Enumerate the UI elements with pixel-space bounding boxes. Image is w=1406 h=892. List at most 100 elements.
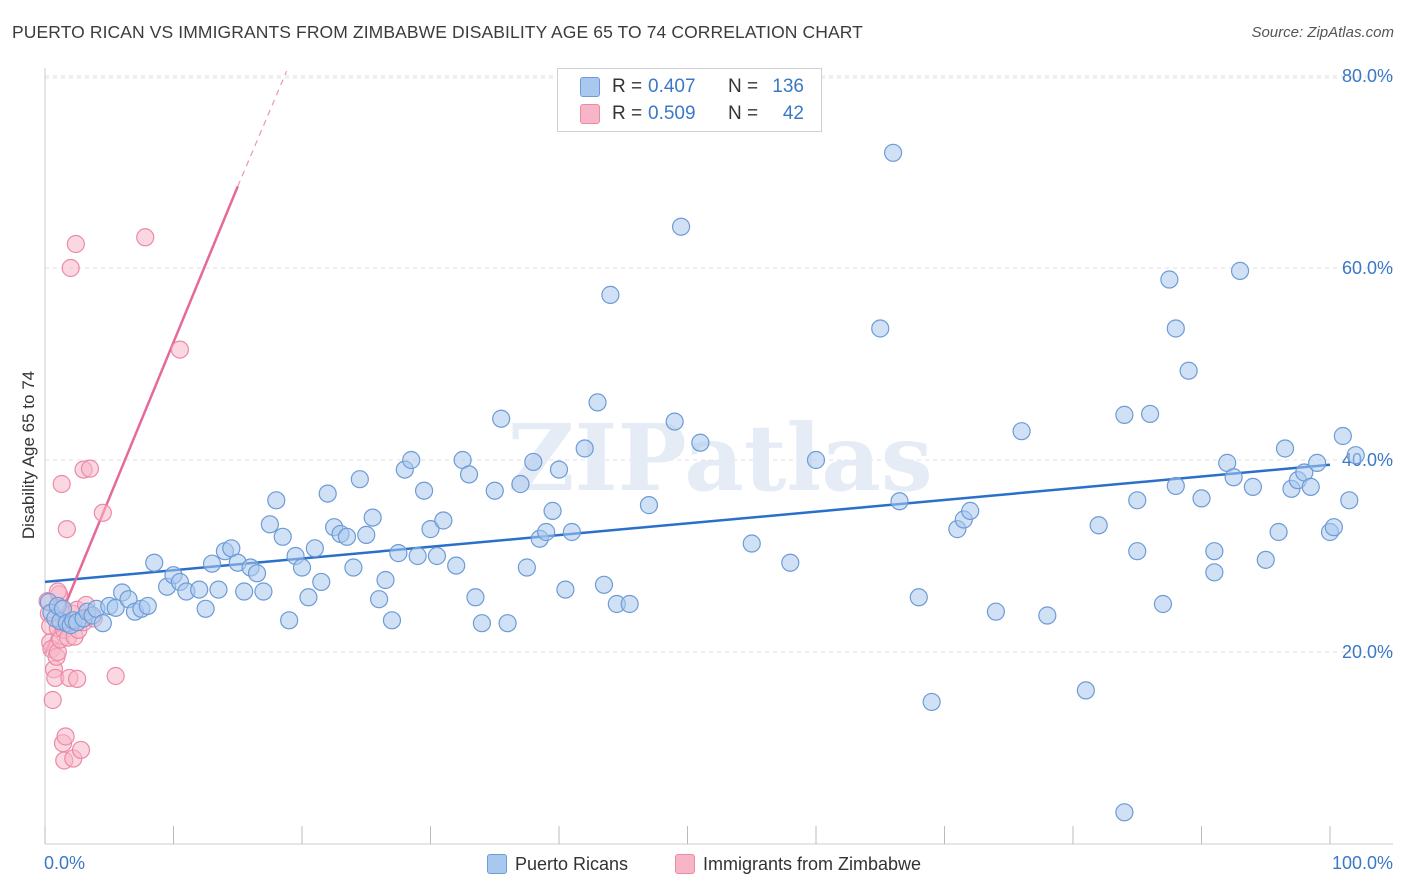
puerto-rican-point [414,481,434,500]
puerto-rican-point [1205,542,1224,561]
puerto-rican-point [1153,594,1173,614]
puerto-rican-point [459,465,479,484]
puerto-rican-point [1166,319,1185,338]
puerto-rican-point [106,598,125,617]
chart-title: PUERTO RICAN VS IMMIGRANTS FROM ZIMBABWE… [12,22,863,42]
puerto-rican-point [1340,491,1359,510]
puerto-rican-point [357,525,376,544]
puerto-rican-point [781,553,800,572]
zimbabwe-point [66,234,85,254]
puerto-rican-point [196,599,215,618]
r-label: R = [612,76,643,97]
puerto-rican-point [382,611,402,630]
puerto-rican-point [1224,468,1243,487]
puerto-rican-point [1205,563,1224,582]
puerto-rican-point [1256,550,1275,569]
puerto-rican-point [1230,261,1250,280]
puerto-rican-point [1089,516,1108,535]
puerto-rican-point [883,143,903,162]
zimbabwe-point [56,727,75,746]
puerto-rican-point [1166,476,1185,496]
puerto-rican-point [209,580,228,599]
puerto-rican-point [1140,404,1160,424]
axis-layer: 20.0%40.0%60.0%80.0%0.0% 100.0% [44,66,1393,873]
puerto-rican-point [562,522,581,542]
puerto-rican-point [961,501,980,520]
n-value: 136 [772,76,804,97]
puerto-rican-point [986,602,1006,621]
puerto-rican-point [370,590,389,609]
puerto-rican-point [742,534,761,553]
pink-swatch [580,104,600,124]
puerto-rican-point [260,515,279,534]
puerto-rican-point [1012,422,1031,441]
r-label: R = [612,103,643,124]
puerto-rican-point [922,692,941,712]
puerto-rican-point [871,319,890,338]
puerto-rican-point [350,470,369,489]
puerto-rican-point [1192,489,1211,508]
puerto-rican-point [639,496,659,515]
puerto-rican-point [1308,453,1327,472]
puerto-rican-point [524,452,543,472]
legend-row-zimbabwe: R = 0.509 N = 42 [580,102,804,126]
puerto-rican-point [318,484,337,503]
puerto-rican-point [517,558,536,577]
puerto-rican-point [202,554,222,573]
puerto-rican-point [1275,439,1295,458]
zimbabwe-point [93,503,112,522]
r-value: 0.407 [648,76,696,97]
puerto-rican-point [1115,405,1134,424]
puerto-rican-point [485,481,504,500]
puerto-rican-point [337,527,357,546]
puerto-rican-point [909,588,928,607]
n-label: N = [728,76,759,97]
legend-item-puerto-ricans: Puerto Ricans [487,852,628,876]
puerto-rican-point [427,546,447,566]
puerto-rican-point [235,582,254,601]
puerto-rican-point [691,433,710,452]
puerto-rican-point [145,553,164,572]
puerto-rican-point [389,544,408,563]
x-tick-label: 0.0% [44,853,85,873]
zimbabwe-point [68,669,87,688]
puerto-rican-point [498,614,517,633]
puerto-rican-point [363,508,382,527]
puerto-rican-point [492,409,511,428]
puerto-rican-point [601,285,620,304]
puerto-rican-point [1269,522,1288,542]
puerto-rican-point [402,450,421,470]
watermark: ZIPatlas [507,404,932,512]
puerto-rican-point [267,491,286,510]
puerto-rican-point [594,575,614,594]
blue-swatch [487,854,507,874]
puerto-rican-point [543,501,562,520]
puerto-rican-point [299,588,318,607]
zimbabwe-point [136,228,155,247]
zimbabwe-point [71,740,91,760]
puerto-rican-point [1128,491,1147,510]
zimbabwe-trendline-extension [237,70,288,187]
puerto-rican-point [1160,270,1179,289]
zimbabwe-point [80,459,100,478]
puerto-rican-point [588,393,607,412]
puerto-rican-point [292,558,312,577]
puerto-rican-point [556,580,575,599]
y-tick-label: 80.0% [1342,66,1393,86]
x-tick-label: 100.0% [1332,853,1393,873]
zimbabwe-point [52,474,71,494]
puerto-rican-point [1346,446,1365,465]
puerto-rican-trendline [44,463,1331,584]
puerto-rican-point [466,588,485,607]
n-value: 42 [782,103,804,124]
puerto-rican-point [190,580,209,599]
zimbabwe-point [57,520,76,539]
puerto-rican-point [408,546,427,566]
puerto-rican-point [549,460,569,479]
puerto-rican-point [472,614,491,633]
zimbabwe-point [106,666,125,686]
legend-label: Immigrants from Zimbabwe [703,853,922,874]
puerto-rican-point [1179,361,1198,380]
puerto-rican-point [1333,426,1352,446]
puerto-rican-point [665,412,684,431]
